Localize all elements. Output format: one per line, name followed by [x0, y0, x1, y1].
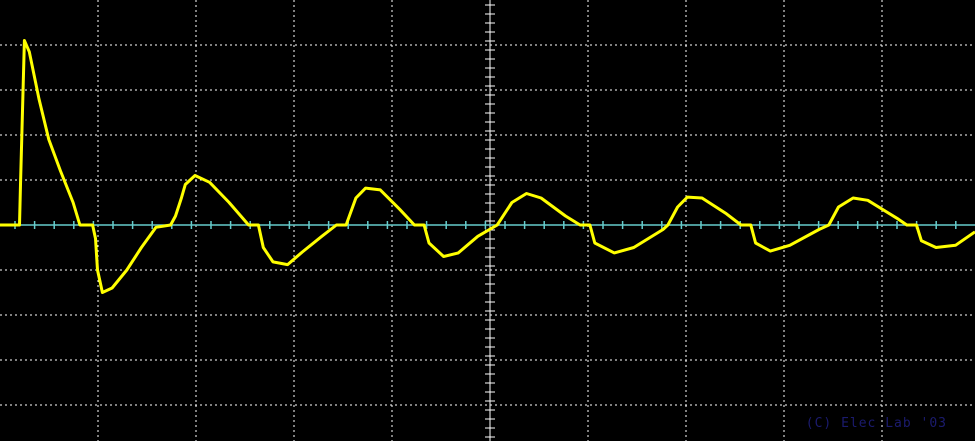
copyright-watermark: (C) Elec Lab '03	[805, 416, 947, 431]
waveform-trace	[0, 39, 975, 294]
